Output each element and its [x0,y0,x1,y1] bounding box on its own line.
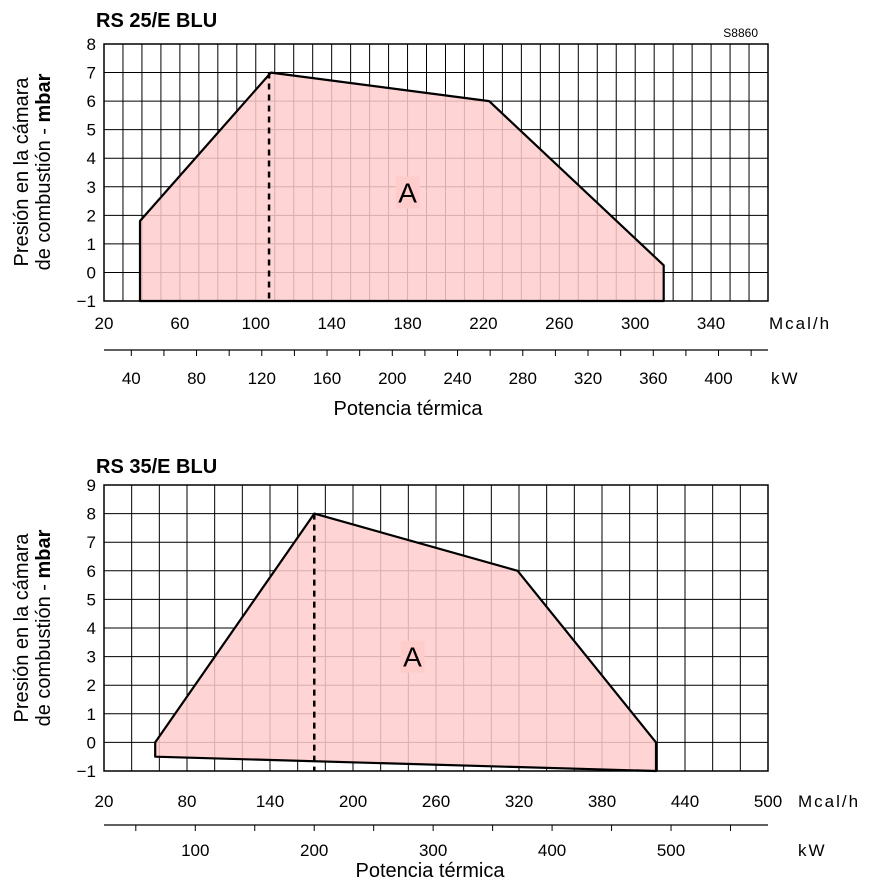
plot-frame [103,484,769,772]
y-tick-label: 0 [87,263,96,282]
area-label: A [398,177,417,208]
y-axis-label-line1: Presión en la cámara [11,77,33,267]
x-tick-label-kw: 200 [300,841,328,860]
y-tick-label: 4 [87,619,96,638]
x-unit-mcal: Mcal/h [798,792,860,811]
x-tick-label-kw: 400 [538,841,566,860]
x-tick-label-kw: 100 [181,841,209,860]
x-tick-label-kw: 40 [122,369,141,388]
y-tick-label: 1 [87,705,96,724]
y-tick-label: 3 [87,648,96,667]
y-tick-label: 7 [87,533,96,552]
chart-title: RS 25/E BLU [96,10,217,32]
y-tick-label: −1 [77,292,96,311]
x-axis-label: Potencia térmica [334,398,484,420]
y-tick-label: 1 [87,235,96,254]
area-label-background [395,176,420,209]
y-tick-label: 5 [87,590,96,609]
x-tick-label-mcal: 320 [505,792,533,811]
y-axis-label-line1: Presión en la cámara [11,533,33,723]
y-axis-label-line2: de combustión - mbar [33,73,55,270]
x-unit-kw: kW [798,841,827,860]
x-tick-label-mcal: 500 [754,792,782,811]
y-tick-label: 4 [87,149,96,168]
x-tick-label-mcal: 140 [317,314,345,333]
x-tick-label-kw: 80 [187,369,206,388]
x-tick-label-mcal: 380 [588,792,616,811]
x-tick-label-kw: 280 [509,369,537,388]
plot-frame [103,43,769,302]
chart-rs35-e-blu: RS 35/E BLU Presión en la cámara de comb… [11,456,860,881]
x-tick-label-mcal: 200 [339,792,367,811]
x-tick-label-mcal: 20 [95,314,114,333]
y-tick-label: 8 [87,35,96,54]
y-tick-label: 2 [87,206,96,225]
y-tick-label: −1 [77,762,96,781]
x-tick-label-mcal: 340 [697,314,725,333]
x-tick-label-mcal: 440 [671,792,699,811]
y-tick-label: 2 [87,676,96,695]
x-tick-label-mcal: 20 [95,792,114,811]
area-label: A [403,642,422,673]
x-tick-label-mcal: 80 [178,792,197,811]
y-tick-label: 6 [87,562,96,581]
y-axis-label-line2-text: de combustión - [33,123,55,271]
y-tick-label: 9 [87,476,96,495]
x-tick-label-mcal: 300 [621,314,649,333]
x-axis-label: Potencia térmica [356,860,506,881]
x-unit-mcal: Mcal/h [769,314,831,333]
y-axis-label-line2-text: de combustión - [33,579,55,727]
y-tick-label: 7 [87,64,96,83]
y-axis-unit: mbar [33,73,55,122]
x-tick-label-kw: 120 [248,369,276,388]
drawing-code: S8860 [723,26,758,40]
x-tick-label-kw: 300 [419,841,447,860]
y-axis-label: Presión en la cámara de combustión - mba… [11,529,55,726]
chart-rs25-e-blu: RS 25/E BLU S8860 Presión en la cámara d… [11,10,831,420]
x-unit-kw: kW [771,369,800,388]
x-tick-label-mcal: 260 [422,792,450,811]
x-tick-label-kw: 400 [704,369,732,388]
x-tick-label-kw: 360 [639,369,667,388]
x-tick-label-kw: 320 [574,369,602,388]
x-tick-label-mcal: 220 [469,314,497,333]
x-tick-label-kw: 160 [313,369,341,388]
x-tick-label-mcal: 100 [242,314,270,333]
area-label-background [400,640,425,673]
x-tick-label-mcal: 140 [256,792,284,811]
x-tick-label-kw: 200 [378,369,406,388]
y-tick-label: 8 [87,505,96,524]
x-tick-label-kw: 240 [443,369,471,388]
y-axis-unit: mbar [33,529,55,578]
y-tick-label: 0 [87,733,96,752]
y-tick-label: 3 [87,178,96,197]
x-tick-label-mcal: 60 [170,314,189,333]
y-axis-label-line2: de combustión - mbar [33,529,55,726]
chart-title: RS 35/E BLU [96,456,217,478]
x-tick-label-mcal: 180 [393,314,421,333]
y-tick-label: 6 [87,92,96,111]
x-tick-label-mcal: 260 [545,314,573,333]
y-tick-label: 5 [87,121,96,140]
x-tick-label-kw: 500 [657,841,685,860]
y-axis-label: Presión en la cámara de combustión - mba… [11,73,55,270]
